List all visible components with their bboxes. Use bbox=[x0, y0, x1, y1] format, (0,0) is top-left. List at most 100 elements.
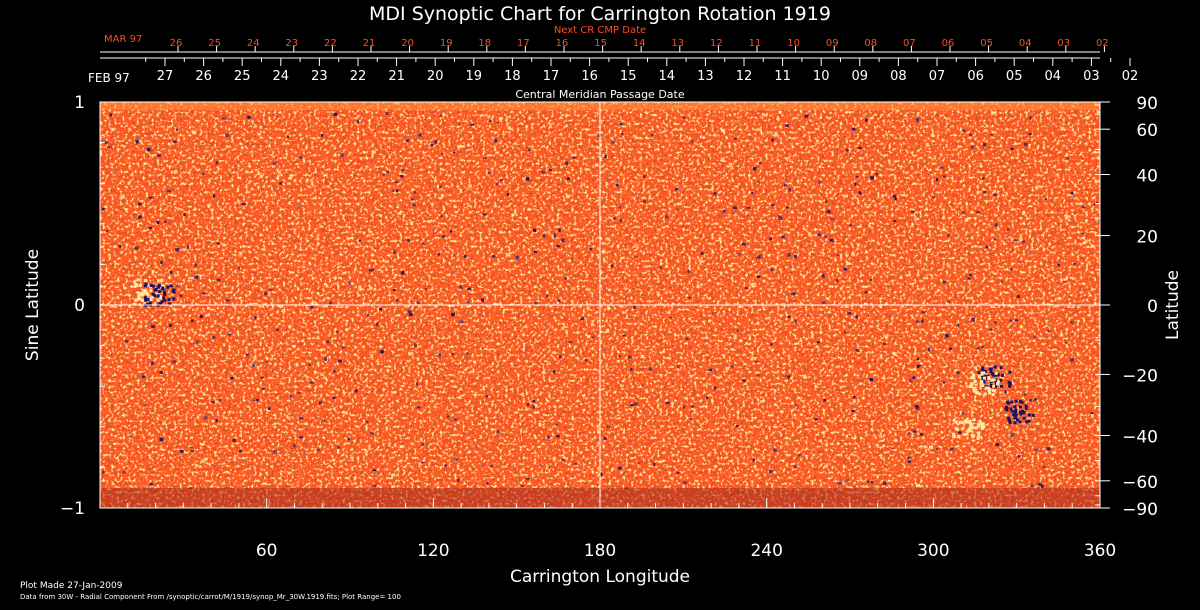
positive-flux-element bbox=[983, 129, 988, 133]
negative-flux-element bbox=[407, 310, 412, 314]
negative-flux-element bbox=[276, 328, 280, 332]
active-region-positive bbox=[964, 419, 968, 423]
positive-flux-element bbox=[913, 352, 917, 356]
positive-flux-element bbox=[562, 456, 566, 460]
positive-flux-element bbox=[292, 344, 296, 348]
positive-flux-element bbox=[714, 405, 717, 409]
negative-flux-element bbox=[459, 285, 463, 289]
active-region-positive bbox=[983, 376, 987, 380]
positive-flux-element bbox=[288, 280, 292, 283]
positive-flux-element bbox=[561, 326, 565, 330]
negative-flux-element bbox=[175, 128, 179, 132]
negative-flux-element bbox=[787, 253, 791, 256]
negative-flux-element bbox=[347, 438, 350, 441]
negative-flux-element bbox=[393, 250, 396, 254]
negative-flux-element bbox=[237, 266, 240, 270]
negative-flux-element bbox=[977, 371, 981, 374]
negative-flux-element bbox=[414, 343, 417, 347]
positive-flux-element bbox=[663, 130, 667, 133]
negative-flux-element bbox=[457, 478, 461, 483]
negative-flux-element bbox=[333, 369, 336, 373]
positive-flux-element bbox=[1028, 311, 1033, 315]
negative-flux-element bbox=[580, 317, 584, 321]
negative-flux-element bbox=[985, 245, 989, 249]
positive-flux-element bbox=[1022, 211, 1026, 215]
active-region-positive bbox=[143, 279, 147, 283]
negative-flux-element bbox=[356, 119, 360, 124]
positive-flux-element bbox=[222, 243, 227, 247]
positive-flux-element bbox=[853, 165, 857, 168]
active-region-positive bbox=[987, 389, 991, 393]
active-region-positive bbox=[141, 291, 145, 295]
negative-flux-element bbox=[464, 255, 467, 258]
positive-flux-element bbox=[255, 485, 258, 488]
active-region-positive bbox=[994, 371, 998, 375]
positive-flux-element bbox=[295, 364, 299, 367]
positive-flux-element bbox=[940, 138, 944, 141]
negative-flux-element bbox=[526, 478, 530, 480]
positive-flux-element bbox=[1078, 134, 1082, 138]
negative-flux-element bbox=[532, 399, 536, 403]
negative-flux-element bbox=[329, 301, 332, 305]
negative-flux-element bbox=[858, 146, 862, 150]
negative-flux-element bbox=[777, 214, 781, 219]
negative-flux-element bbox=[665, 215, 669, 219]
positive-flux-element bbox=[278, 417, 281, 420]
negative-flux-element bbox=[1070, 192, 1074, 195]
positive-flux-element bbox=[844, 195, 848, 198]
negative-flux-element bbox=[451, 352, 454, 356]
negative-flux-element bbox=[797, 454, 802, 457]
active-region-positive bbox=[139, 292, 143, 296]
negative-flux-element bbox=[1081, 205, 1086, 209]
negative-flux-element bbox=[744, 287, 748, 290]
active-region-negative bbox=[1018, 410, 1022, 414]
active-region-negative bbox=[993, 373, 997, 377]
negative-flux-element bbox=[554, 423, 558, 426]
positive-flux-element bbox=[120, 144, 124, 147]
active-region-positive bbox=[134, 298, 138, 302]
negative-flux-element bbox=[1021, 240, 1026, 243]
positive-flux-element bbox=[1084, 239, 1089, 243]
negative-flux-element bbox=[239, 449, 243, 452]
positive-flux-element bbox=[663, 486, 668, 489]
positive-flux-element bbox=[875, 443, 879, 446]
negative-flux-element bbox=[949, 347, 953, 350]
negative-flux-element bbox=[943, 175, 946, 178]
positive-flux-element bbox=[1098, 233, 1100, 237]
negative-flux-element bbox=[1028, 133, 1032, 136]
active-region-positive bbox=[159, 296, 163, 300]
negative-flux-element bbox=[395, 299, 399, 302]
next-cr-date-label: 04 bbox=[1019, 38, 1032, 49]
negative-flux-element bbox=[559, 355, 562, 359]
positive-flux-element bbox=[172, 307, 176, 311]
negative-flux-element bbox=[1034, 448, 1039, 452]
positive-flux-element bbox=[257, 133, 261, 136]
positive-flux-element bbox=[947, 396, 950, 399]
positive-flux-element bbox=[551, 351, 555, 354]
active-region-positive bbox=[976, 423, 980, 427]
active-region-negative bbox=[1024, 406, 1028, 410]
negative-flux-element bbox=[565, 161, 569, 165]
negative-flux-element bbox=[218, 399, 222, 402]
active-region-negative bbox=[172, 290, 176, 294]
next-cr-date-label: 08 bbox=[864, 38, 877, 49]
negative-flux-element bbox=[940, 166, 944, 170]
y-right-tick-label: −60 bbox=[1122, 473, 1158, 493]
negative-flux-element bbox=[439, 114, 442, 117]
negative-flux-element bbox=[151, 324, 155, 329]
positive-flux-element bbox=[337, 262, 340, 265]
positive-flux-element bbox=[656, 293, 661, 296]
positive-flux-element bbox=[207, 306, 210, 310]
negative-flux-element bbox=[525, 177, 530, 181]
active-region-positive bbox=[954, 427, 958, 431]
positive-flux-element bbox=[688, 260, 692, 263]
positive-flux-element bbox=[759, 226, 762, 230]
positive-flux-element bbox=[810, 335, 814, 339]
active-region-negative bbox=[1015, 418, 1019, 422]
negative-flux-element bbox=[962, 130, 965, 132]
positive-flux-element bbox=[457, 145, 462, 148]
negative-flux-element bbox=[241, 203, 246, 205]
active-region-positive bbox=[150, 295, 154, 299]
negative-flux-element bbox=[851, 128, 856, 131]
positive-flux-element bbox=[634, 135, 637, 138]
